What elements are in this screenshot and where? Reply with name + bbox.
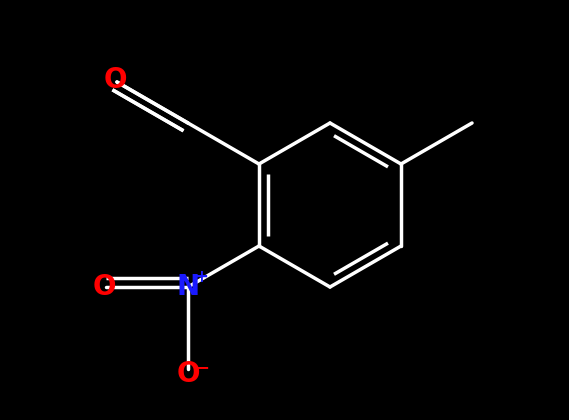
Text: O: O bbox=[92, 273, 116, 301]
Text: +: + bbox=[194, 268, 208, 286]
Text: −: − bbox=[195, 358, 209, 376]
Text: O: O bbox=[176, 360, 200, 388]
Text: O: O bbox=[103, 66, 127, 94]
Text: N: N bbox=[176, 273, 200, 301]
